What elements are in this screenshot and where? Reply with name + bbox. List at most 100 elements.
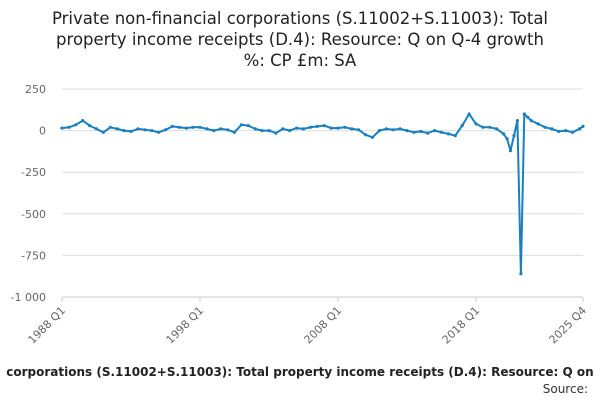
data-point bbox=[260, 129, 264, 133]
data-point bbox=[426, 131, 430, 135]
data-point bbox=[108, 125, 112, 129]
data-point bbox=[288, 129, 292, 133]
data-point bbox=[301, 127, 306, 131]
x-axis-labels: 1988 Q1 1998 Q1 2008 Q1 2018 Q1 2025 Q4 bbox=[26, 304, 590, 347]
x-axis bbox=[61, 296, 584, 302]
data-point bbox=[370, 135, 375, 139]
data-point bbox=[460, 124, 464, 128]
data-point bbox=[74, 123, 78, 127]
data-point bbox=[481, 125, 485, 129]
y-tick-label: -1 000 bbox=[11, 291, 46, 304]
data-point bbox=[212, 129, 216, 133]
series-caption: corporations (S.11002+S.11003): Total pr… bbox=[6, 365, 594, 379]
data-point bbox=[60, 126, 64, 130]
y-axis: 250 0 -250 -500 -750 -1 000 bbox=[11, 83, 46, 304]
data-point bbox=[122, 129, 126, 133]
data-point bbox=[226, 128, 230, 132]
data-point bbox=[329, 126, 333, 130]
data-point bbox=[419, 129, 423, 133]
data-point bbox=[336, 126, 340, 130]
data-point bbox=[412, 130, 416, 134]
data-point bbox=[274, 131, 278, 135]
data-point bbox=[377, 129, 381, 133]
data-point bbox=[157, 130, 161, 134]
data-point bbox=[505, 137, 509, 141]
data-point bbox=[543, 125, 547, 129]
data-point bbox=[577, 127, 582, 131]
data-point bbox=[67, 125, 71, 129]
data-point bbox=[391, 128, 395, 132]
data-point bbox=[557, 129, 561, 133]
data-point bbox=[536, 122, 540, 126]
data-point bbox=[163, 128, 168, 132]
y-tick-label: 0 bbox=[39, 125, 46, 138]
gridlines bbox=[62, 88, 583, 256]
data-point bbox=[502, 132, 506, 136]
data-point bbox=[177, 125, 181, 129]
data-point bbox=[384, 127, 388, 131]
series bbox=[60, 112, 585, 276]
x-tick-label: 2018 Q1 bbox=[440, 304, 483, 347]
y-tick-label: -500 bbox=[21, 208, 46, 221]
source-label: Source: bbox=[542, 382, 588, 396]
data-point bbox=[267, 129, 271, 133]
data-point bbox=[219, 127, 223, 131]
data-point bbox=[357, 128, 361, 132]
x-tick-label: 2008 Q1 bbox=[302, 304, 345, 347]
data-point bbox=[184, 126, 188, 130]
data-point bbox=[564, 129, 568, 133]
data-point bbox=[295, 126, 299, 130]
data-point bbox=[550, 127, 554, 131]
data-point bbox=[322, 124, 326, 128]
x-tick-label: 1998 Q1 bbox=[164, 304, 207, 347]
data-point bbox=[467, 112, 471, 116]
data-point bbox=[571, 130, 575, 134]
data-point bbox=[364, 133, 368, 137]
data-point bbox=[101, 130, 105, 134]
data-point bbox=[474, 122, 478, 126]
data-point bbox=[488, 125, 492, 129]
data-point bbox=[136, 127, 140, 131]
data-point bbox=[253, 127, 257, 131]
data-point bbox=[232, 130, 237, 134]
data-point bbox=[191, 125, 195, 129]
data-point bbox=[88, 124, 92, 128]
data-point bbox=[239, 123, 243, 127]
data-point bbox=[405, 129, 409, 133]
data-point bbox=[198, 125, 202, 129]
data-point bbox=[170, 124, 174, 128]
data-point bbox=[495, 127, 499, 131]
data-point bbox=[150, 129, 154, 133]
data-point bbox=[315, 124, 319, 128]
data-point bbox=[433, 129, 437, 133]
x-tick-label: 1988 Q1 bbox=[26, 304, 69, 347]
data-point bbox=[205, 127, 209, 131]
data-point bbox=[246, 124, 250, 128]
data-point bbox=[508, 149, 513, 153]
data-point bbox=[581, 124, 585, 128]
data-point bbox=[526, 115, 530, 119]
series-line bbox=[61, 113, 584, 275]
y-tick-label: 250 bbox=[25, 83, 46, 96]
data-point bbox=[115, 127, 119, 131]
y-tick-label: -750 bbox=[21, 249, 46, 262]
data-point bbox=[81, 119, 85, 123]
data-point bbox=[446, 132, 450, 136]
data-point bbox=[129, 129, 133, 133]
data-point bbox=[343, 125, 347, 129]
data-point bbox=[439, 130, 444, 134]
data-point bbox=[519, 272, 523, 276]
data-point bbox=[350, 127, 354, 131]
data-point bbox=[94, 127, 99, 131]
data-point bbox=[512, 134, 516, 138]
data-point bbox=[529, 119, 533, 123]
data-point bbox=[522, 112, 526, 116]
chart-title-line-1: Private non-financial corporations (S.11… bbox=[51, 9, 549, 28]
data-point bbox=[398, 127, 402, 131]
chart-title-line-3: %: CP £m: SA bbox=[243, 51, 357, 70]
data-point bbox=[515, 119, 520, 123]
data-point bbox=[453, 134, 457, 138]
chart-title-line-2: property income receipts (D.4): Resource… bbox=[56, 30, 544, 49]
